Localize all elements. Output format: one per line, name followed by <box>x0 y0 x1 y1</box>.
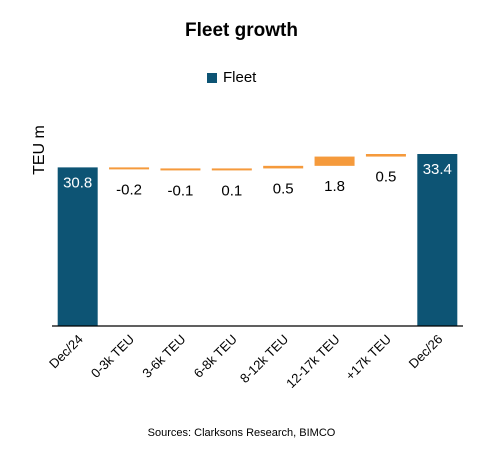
data-label: 0.5 <box>273 180 294 197</box>
data-label: -0.1 <box>168 182 194 199</box>
bar-3-6k-teu <box>160 168 201 171</box>
data-label: 30.8 <box>63 174 92 191</box>
bar-8-12k-teu <box>263 165 304 169</box>
chart-title: Fleet growth <box>185 20 298 41</box>
bar-dec-26 <box>417 154 458 326</box>
data-label: 0.1 <box>221 182 242 199</box>
bar--17k-teu <box>365 154 406 157</box>
legend-label-fleet: Fleet <box>223 69 257 86</box>
source-note: Sources: Clarksons Research, BIMCO <box>147 427 336 439</box>
x-tick-label: Dec/26 <box>406 332 446 372</box>
x-tick-label: 0-3k TEU <box>88 332 137 381</box>
bar-6-8k-teu <box>211 168 252 171</box>
bar-dec-24 <box>57 167 98 326</box>
data-label: 33.4 <box>423 161 452 178</box>
data-label: -0.2 <box>116 181 142 198</box>
data-label: 1.8 <box>324 178 345 195</box>
data-label: 0.5 <box>376 169 397 186</box>
x-tick-label: Dec/24 <box>46 332 86 372</box>
legend: Fleet <box>207 69 256 86</box>
legend-swatch-fleet <box>207 72 217 83</box>
x-tick-label: 3-6k TEU <box>139 332 188 381</box>
x-tick-label: +17k TEU <box>342 332 394 384</box>
x-tick-label: 6-8k TEU <box>191 332 240 381</box>
bar-12-17k-teu <box>314 156 355 166</box>
x-tick-label: 12-17k TEU <box>283 332 342 391</box>
bar-0-3k-teu <box>109 167 150 170</box>
x-tick-label: 8-12k TEU <box>237 332 291 386</box>
